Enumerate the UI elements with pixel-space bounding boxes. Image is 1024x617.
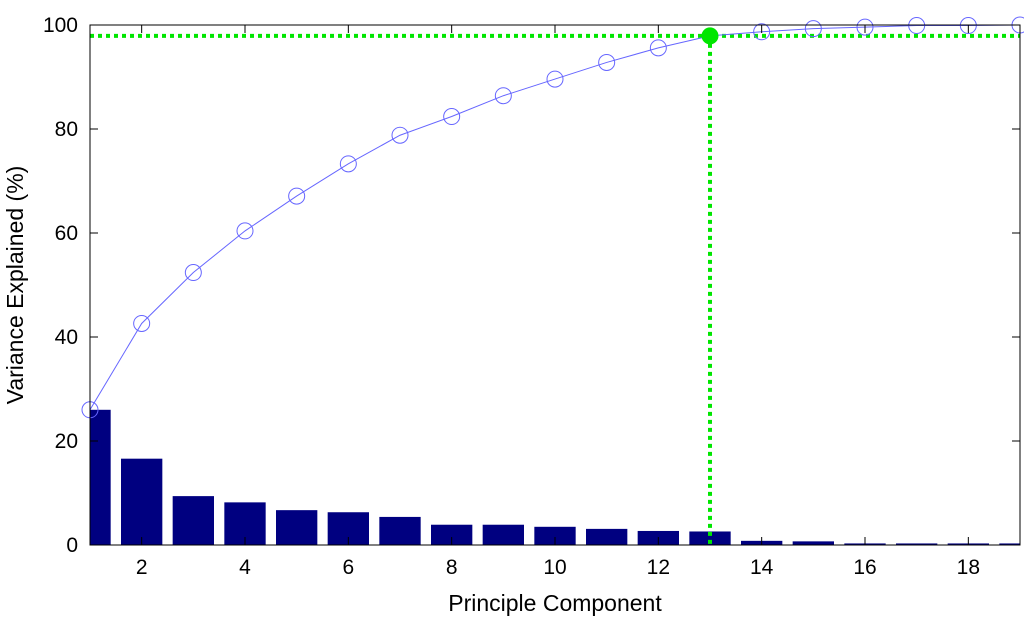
y-tick-label: 20 [55,430,78,453]
x-tick-label: 14 [750,556,774,579]
plot-frame [89,24,1021,546]
cumulative-point-pc-16 [856,18,874,36]
bar-pc-15 [792,541,834,545]
cumulative-point-pc-12 [649,39,667,57]
bar-pc-19 [999,543,1020,545]
x-tick-label: 8 [446,556,458,579]
bar-pc-7 [379,516,421,545]
y-tick-label: 60 [55,222,78,245]
ticks-layer: 2 4 6 8 10 12 14 16 18 0 20 40 60 80 100 [43,14,1020,579]
cumulative-point-pc-5 [288,187,306,205]
x-tick-label: 10 [543,556,566,579]
y-tick-label: 40 [55,326,78,349]
x-tick-label: 18 [957,556,980,579]
bar-pc-10 [534,526,576,545]
x-tick-label: 6 [342,556,354,579]
x-tick-label: 12 [647,556,670,579]
x-axis-title: Principle Component [448,590,662,616]
bar-pc-17 [896,543,938,545]
y-tick-label: 100 [43,14,78,37]
bar-pc-1 [90,409,111,545]
bar-pc-5 [276,510,318,545]
y-axis-title: Variance Explained (%) [2,166,28,405]
cumulative-point-pc-18 [959,17,977,35]
y-tick-label: 80 [55,118,78,141]
bar-pc-9 [482,524,524,545]
bar-pc-2 [121,458,163,545]
threshold-point [701,27,719,45]
cumulative-point-pc-8 [443,108,461,126]
cumulative-point-pc-9 [494,87,512,105]
cumulative-point-pc-14 [753,23,771,41]
x-tick-label: 2 [136,556,148,579]
x-tick-label: 16 [853,556,876,579]
bars-layer [90,409,1020,545]
bar-pc-11 [586,528,628,545]
cumulative-point-pc-15 [804,20,822,38]
cumulative-point-pc-3 [184,264,202,282]
x-tick-label: 4 [239,556,251,579]
cumulative-variance-line [89,24,1021,411]
bar-pc-3 [172,496,214,545]
cumulative-point-pc-7 [391,126,409,144]
cumulative-point-pc-4 [236,222,254,240]
cumulative-point-pc-11 [598,53,616,71]
cumulative-point-pc-6 [339,155,357,173]
cumulative-point-pc-10 [546,70,564,88]
cumulative-point-pc-2 [133,314,151,332]
cumulative-point-pc-17 [908,17,926,35]
bar-pc-13 [689,531,731,545]
threshold-layer [90,33,1020,545]
cumulative-line-layer [81,16,1024,419]
bar-pc-8 [431,524,473,545]
y-tick-label: 0 [66,534,78,557]
